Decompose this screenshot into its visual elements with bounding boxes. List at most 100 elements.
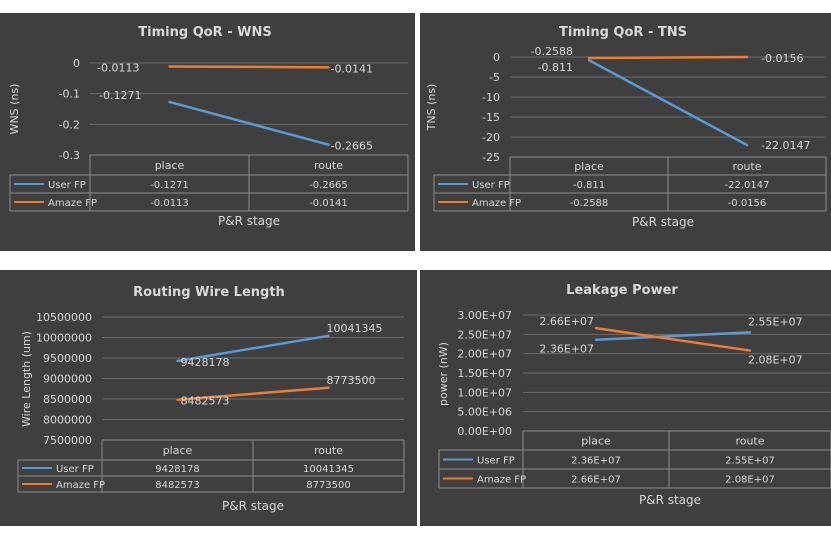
y-axis-label: power (nW): [437, 342, 450, 406]
x-tick-label: route: [314, 444, 343, 457]
chart-title: Routing Wire Length: [133, 285, 285, 300]
table-cell: -0.811: [573, 180, 605, 191]
y-tick-label: 0: [493, 51, 500, 64]
table-cell: 2.08E+07: [725, 475, 775, 486]
table-cell: 9428178: [155, 464, 200, 475]
legend-label: User FP: [56, 464, 94, 475]
x-axis-label: P&R stage: [632, 215, 694, 229]
data-label: 2.36E+07: [539, 343, 594, 356]
table-cell: 2.66E+07: [571, 475, 621, 486]
y-tick-label: 1.00E+07: [457, 386, 512, 399]
wire-length-chart-panel: Routing Wire Length 10500000 10000000 95000…: [0, 270, 417, 526]
chart-svg: Routing Wire Length 10500000 10000000 95000…: [17, 285, 405, 513]
y-tick-label: -25: [482, 151, 500, 164]
data-label: -0.811: [538, 61, 573, 74]
table-cell: 10041345: [303, 464, 354, 475]
y-tick-label: 3.00E+07: [457, 309, 512, 322]
y-tick-label: -5: [489, 71, 500, 84]
legend-label: Amaze FP: [477, 475, 526, 486]
legend-label: User FP: [472, 180, 510, 191]
series-line: [168, 100, 330, 146]
y-tick-label: 5.00E+06: [457, 406, 512, 419]
x-axis-label: P&R stage: [639, 493, 701, 507]
data-label: 2.66E+07: [539, 315, 594, 328]
data-label: 2.55E+07: [748, 315, 803, 328]
table-cell: -0.0113: [150, 198, 189, 209]
x-tick-label: route: [314, 159, 343, 172]
chart-svg: Leakage Power 3.00E+07 2.50E+07 2.00E+07 1.5…: [437, 283, 831, 507]
table-cell: 8773500: [306, 480, 351, 491]
data-label: 8482573: [181, 395, 230, 408]
table-cell: 2.55E+07: [725, 456, 775, 467]
table-cell: -22.0147: [725, 180, 770, 191]
data-label: 8773500: [327, 374, 376, 387]
table-cell: 2.36E+07: [571, 456, 621, 467]
data-label: 10041345: [327, 322, 383, 335]
table-cell: -0.0141: [309, 198, 348, 209]
y-tick-label: 10000000: [36, 332, 92, 345]
table-cell: -0.1271: [150, 180, 189, 191]
legend-label: Amaze FP: [472, 198, 521, 209]
data-label: -22.0147: [761, 139, 810, 152]
data-label: 9428178: [181, 356, 230, 369]
table-cell: 8482573: [155, 480, 200, 491]
legend-label: User FP: [477, 456, 515, 467]
y-tick-label: 9500000: [43, 352, 92, 365]
y-tick-label: -0.3: [59, 149, 80, 162]
y-tick-label: -20: [482, 131, 500, 144]
table-cell: -0.2588: [570, 198, 609, 209]
y-tick-label: -0.1: [59, 88, 80, 101]
chart-title: Leakage Power: [566, 283, 678, 298]
data-table: place route User FP -0.1271 -0.2665 Amaze FP -…: [9, 154, 409, 212]
data-table: place route User FP 2.36E+07 2.55E+07 Amaze F…: [438, 430, 831, 489]
y-axis-label: WNS (ns): [8, 84, 21, 135]
y-tick-label: 9000000: [43, 373, 92, 386]
chart-svg: Timing QoR - WNS 0 -0.1 -0.2 -0.3 WNS (ns) pla…: [8, 25, 409, 228]
tns-chart-panel: Timing QoR - TNS 0 -5 -10 -15 -20 -25 TNS (ns) p…: [420, 13, 831, 251]
table-cell: -0.0156: [728, 198, 767, 209]
x-tick-label: route: [735, 435, 764, 448]
y-axis-label: TNS (ns): [425, 84, 438, 132]
series-line: [594, 331, 752, 341]
chart-title: Timing QoR - WNS: [138, 25, 271, 40]
series-line: [168, 65, 330, 69]
chart-svg: Timing QoR - TNS 0 -5 -10 -15 -20 -25 TNS (ns) p…: [425, 25, 827, 229]
legend-label: User FP: [48, 180, 86, 191]
series-line: [176, 386, 330, 401]
y-tick-label: 2.50E+07: [457, 328, 512, 341]
y-tick-label: -10: [482, 91, 500, 104]
series-line: [176, 334, 330, 363]
y-tick-label: 7500000: [43, 434, 92, 447]
x-tick-label: place: [163, 444, 193, 457]
x-axis-label: P&R stage: [218, 214, 280, 228]
y-tick-label: -15: [482, 111, 500, 124]
data-table: place route User FP 9428178 10041345 Amaze FP…: [17, 439, 405, 493]
data-label: -0.2588: [531, 45, 573, 58]
leakage-power-chart-panel: Leakage Power 3.00E+07 2.50E+07 2.00E+07 1.5…: [420, 270, 831, 526]
table-cell: -0.2665: [309, 180, 348, 191]
wns-chart-panel: Timing QoR - WNS 0 -0.1 -0.2 -0.3 WNS (ns) pla…: [0, 13, 415, 251]
x-axis-label: P&R stage: [222, 499, 284, 513]
y-tick-label: 10500000: [36, 311, 92, 324]
data-label: -0.0156: [761, 52, 803, 65]
y-tick-label: 8000000: [43, 414, 92, 427]
series-line: [594, 326, 752, 352]
x-tick-label: place: [155, 159, 185, 172]
data-label: -0.0113: [97, 61, 139, 74]
data-label: 2.08E+07: [748, 354, 803, 367]
y-tick-label: -0.2: [59, 118, 80, 131]
y-tick-label: 8500000: [43, 393, 92, 406]
x-tick-label: place: [574, 160, 604, 173]
data-label: -0.2665: [331, 140, 373, 153]
data-label: -0.1271: [99, 89, 141, 102]
y-axis-label: Wire Length (um): [20, 331, 33, 427]
legend-label: Amaze FP: [48, 198, 97, 209]
chart-title: Timing QoR - TNS: [559, 25, 687, 40]
y-tick-label: 2.00E+07: [457, 348, 512, 361]
x-tick-label: route: [732, 160, 761, 173]
series-line: [587, 55, 749, 60]
y-tick-label: 1.50E+07: [457, 367, 512, 380]
y-tick-label: 0.00E+00: [457, 425, 512, 438]
x-tick-label: place: [581, 435, 611, 448]
legend-label: Amaze FP: [56, 480, 105, 491]
